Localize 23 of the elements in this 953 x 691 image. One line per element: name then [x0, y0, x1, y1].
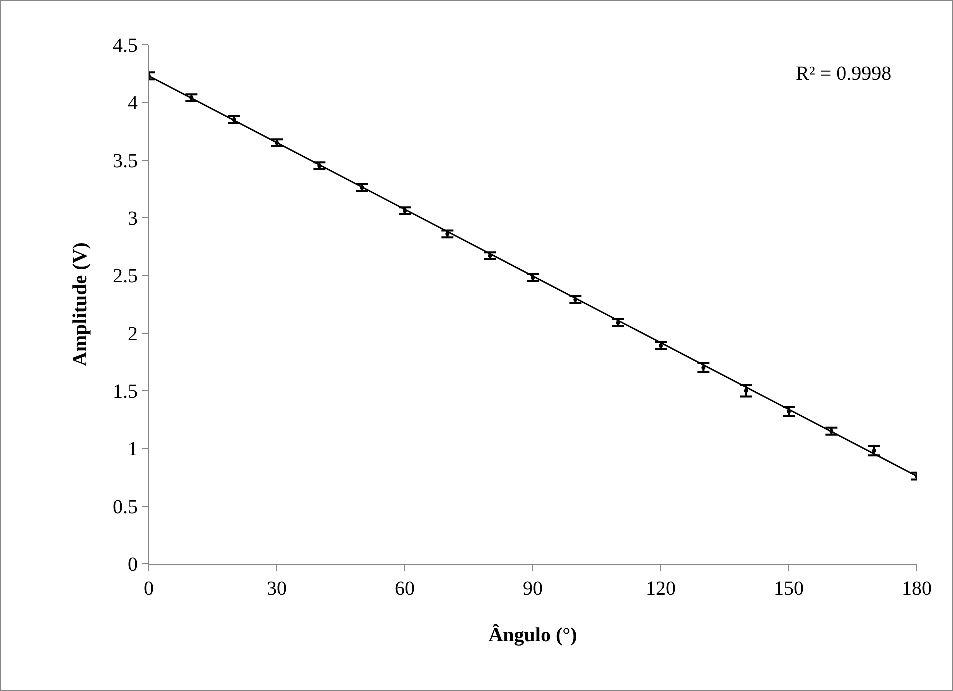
- point: [446, 232, 450, 236]
- y-tick-label: 1.5: [113, 381, 138, 403]
- y-tick-label: 3.5: [113, 150, 138, 172]
- x-tick-label: 150: [774, 578, 804, 600]
- annotation: R² = 0.9998: [796, 63, 892, 85]
- x-axis-title: Ângulo (°): [488, 624, 578, 646]
- point: [659, 344, 663, 348]
- y-tick-label: 1: [128, 438, 138, 461]
- y-tick-label: 4.5: [113, 35, 138, 57]
- x-tick-label: 30: [267, 578, 287, 600]
- y-tick-label: 0: [128, 554, 138, 576]
- y-tick-label: 4: [128, 92, 138, 115]
- y-axis-title: Amplitude (V): [70, 242, 92, 366]
- y-tick-label: 3: [128, 208, 138, 230]
- y-tick-label: 2: [128, 323, 138, 346]
- x-tick-label: 180: [902, 578, 932, 600]
- x-tick-label: 90: [523, 578, 543, 600]
- x-tick-label: 120: [646, 578, 676, 600]
- x-tick-label: 60: [395, 578, 415, 600]
- y-tick-label: 0.5: [113, 496, 138, 518]
- point: [616, 320, 620, 325]
- x-tick-label: 0: [144, 578, 154, 600]
- y-tick-label: 2.5: [113, 266, 138, 288]
